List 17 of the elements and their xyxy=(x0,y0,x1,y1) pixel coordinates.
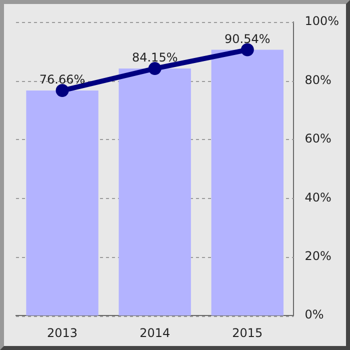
data-label: 76.66% xyxy=(39,72,86,87)
point xyxy=(56,84,69,98)
y-tick-label: 60% xyxy=(304,132,332,146)
bar xyxy=(211,50,284,316)
x-tick-label: 2015 xyxy=(232,326,263,340)
x-tick-label: 2013 xyxy=(47,326,78,340)
point xyxy=(240,43,254,56)
y-tick-label: 80% xyxy=(304,72,332,87)
y-tick-label: 100% xyxy=(304,14,340,28)
data-label: 84.15% xyxy=(132,50,178,65)
point xyxy=(148,62,162,76)
y-tick-label: 20% xyxy=(304,249,332,264)
data-label: 90.54% xyxy=(224,32,270,46)
y-tick-label: 40% xyxy=(304,190,332,204)
y-tick-label: 0% xyxy=(304,308,324,322)
bar xyxy=(26,90,98,316)
x-tick-label: 2014 xyxy=(140,326,170,340)
